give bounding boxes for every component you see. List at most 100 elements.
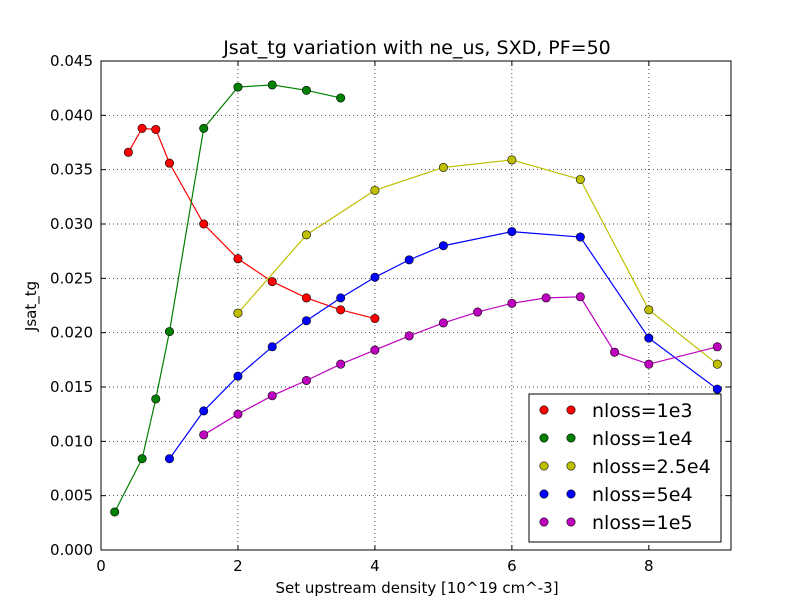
data-point — [336, 93, 346, 103]
legend-entry: nloss=1e5 — [539, 512, 693, 534]
data-point — [404, 255, 414, 265]
data-point — [507, 155, 517, 165]
legend-marker — [539, 461, 549, 471]
data-point — [336, 293, 346, 303]
y-tick-label: 0.030 — [50, 215, 93, 233]
x-tick-label: 4 — [370, 557, 380, 575]
data-point — [644, 359, 654, 369]
data-point — [301, 230, 311, 240]
series-2 — [233, 155, 722, 369]
data-point — [575, 292, 585, 302]
data-point — [336, 305, 346, 315]
data-point — [137, 123, 147, 133]
data-point — [233, 409, 243, 419]
data-point — [123, 147, 133, 157]
legend-entry: nloss=1e4 — [539, 428, 693, 450]
data-point — [199, 406, 209, 416]
chart-title: Jsat_tg variation with ne_us, SXD, PF=50 — [222, 37, 611, 59]
data-point — [712, 359, 722, 369]
legend-marker — [566, 517, 576, 527]
series-line — [237, 159, 718, 365]
legend-label: nloss=2.5e4 — [592, 456, 711, 478]
plot-area: 0 2 4 6 8 0.000 0.005 0.010 0.015 0.020 0.025 0.030… — [50, 52, 732, 575]
data-point — [712, 342, 722, 352]
data-point — [164, 158, 174, 168]
data-point — [151, 394, 161, 404]
x-tick-label: 2 — [233, 557, 243, 575]
y-tick-label: 0.015 — [50, 378, 93, 396]
legend-marker — [539, 489, 549, 499]
y-axis-label: Jsat_tg — [22, 281, 41, 332]
data-point — [267, 391, 277, 401]
data-point — [137, 454, 147, 464]
legend-entry: nloss=1e3 — [539, 400, 693, 422]
legend-label: nloss=5e4 — [592, 484, 693, 506]
data-point — [233, 254, 243, 264]
data-point — [301, 293, 311, 303]
data-point — [404, 331, 414, 341]
legend: nloss=1e3 nloss=1e4 nloss=2.5e4 nloss=5e4 nl… — [528, 393, 722, 543]
data-point — [507, 298, 517, 308]
data-point — [301, 85, 311, 95]
data-point — [370, 314, 380, 324]
data-point — [575, 174, 585, 184]
x-axis-label: Set upstream density [10^19 cm^-3] — [275, 579, 558, 597]
y-tick-label: 0.000 — [50, 541, 93, 559]
y-tick-label: 0.045 — [50, 52, 93, 70]
legend-label: nloss=1e5 — [592, 512, 693, 534]
data-point — [438, 162, 448, 172]
data-point — [199, 219, 209, 229]
data-point — [644, 333, 654, 343]
legend-marker — [566, 489, 576, 499]
legend-marker — [566, 433, 576, 443]
data-point — [575, 232, 585, 242]
data-point — [199, 430, 209, 440]
y-tick-label: 0.035 — [50, 161, 93, 179]
data-point — [473, 307, 483, 317]
x-tick-label: 6 — [507, 557, 517, 575]
data-point — [336, 359, 346, 369]
legend-label: nloss=1e4 — [592, 428, 693, 450]
legend-marker — [539, 517, 549, 527]
legend-marker — [566, 461, 576, 471]
data-point — [370, 345, 380, 355]
data-point — [151, 124, 161, 134]
y-tick-label: 0.020 — [50, 324, 93, 342]
data-point — [301, 316, 311, 326]
legend-label: nloss=1e3 — [592, 400, 693, 422]
data-point — [267, 342, 277, 352]
series-line — [127, 127, 376, 320]
plot-frame — [100, 60, 732, 551]
data-point — [301, 375, 311, 385]
data-point — [644, 305, 654, 315]
data-point — [164, 327, 174, 337]
data-point — [233, 308, 243, 318]
y-tick-label: 0.005 — [50, 487, 93, 505]
data-point — [610, 347, 620, 357]
data-point — [370, 185, 380, 195]
data-point — [199, 123, 209, 133]
legend-box — [528, 393, 722, 543]
data-point — [507, 227, 517, 237]
data-point — [541, 293, 551, 303]
legend-entry: nloss=5e4 — [539, 484, 693, 506]
data-point — [110, 507, 120, 517]
series-0 — [123, 123, 380, 324]
series-4 — [199, 292, 722, 440]
series-1 — [110, 80, 346, 517]
data-point — [438, 241, 448, 251]
legend-marker — [566, 405, 576, 415]
data-point — [267, 80, 277, 90]
data-point — [233, 82, 243, 92]
data-point — [164, 454, 174, 464]
series-3 — [164, 227, 722, 464]
data-point — [267, 277, 277, 287]
x-tick-label: 0 — [96, 557, 106, 575]
y-tick-label: 0.025 — [50, 269, 93, 287]
legend-entry: nloss=2.5e4 — [539, 456, 711, 478]
data-point — [438, 318, 448, 328]
data-point — [233, 371, 243, 381]
x-tick-label: 8 — [644, 557, 654, 575]
data-point — [370, 272, 380, 282]
